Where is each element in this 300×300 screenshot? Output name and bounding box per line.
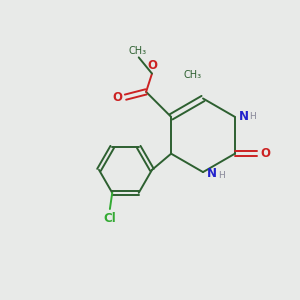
Text: O: O xyxy=(112,91,122,103)
Text: H: H xyxy=(250,112,256,121)
Text: Cl: Cl xyxy=(103,212,116,225)
Text: CH₃: CH₃ xyxy=(184,70,202,80)
Text: O: O xyxy=(260,147,270,160)
Text: O: O xyxy=(148,59,158,72)
Text: CH₃: CH₃ xyxy=(128,46,146,56)
Text: N: N xyxy=(238,110,248,123)
Text: H: H xyxy=(218,171,224,180)
Text: N: N xyxy=(206,167,217,180)
